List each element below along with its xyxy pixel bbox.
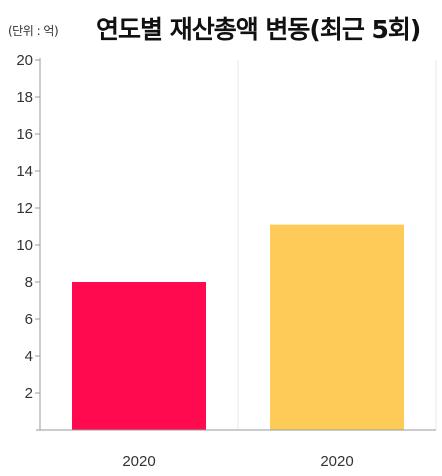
y-tick-labels: 2 4 6 8 10 12 14 16 18 20 (16, 52, 33, 402)
bar (270, 224, 404, 430)
y-tick-label: 10 (16, 237, 33, 254)
y-tick-label: 20 (16, 52, 33, 69)
unit-label: (단위 : 억) (8, 24, 59, 38)
bars (72, 224, 404, 430)
y-tick-label: 12 (16, 200, 33, 217)
y-tick-label: 4 (25, 348, 33, 365)
x-tick-label: 2020 (320, 453, 353, 470)
y-tick-label: 6 (25, 311, 33, 328)
y-tick-label: 18 (16, 89, 33, 106)
axes (35, 58, 436, 431)
y-tick-label: 8 (25, 274, 33, 291)
bar (72, 282, 206, 430)
y-tick-label: 2 (25, 385, 33, 402)
x-tick-label: 2020 (122, 453, 155, 470)
chart-title: 연도별 재산총액 변동(최근 5회) (96, 15, 421, 44)
x-tick-labels: 2020 2020 (122, 453, 353, 470)
y-tick-label: 14 (16, 163, 33, 180)
y-tick-label: 16 (16, 126, 33, 143)
